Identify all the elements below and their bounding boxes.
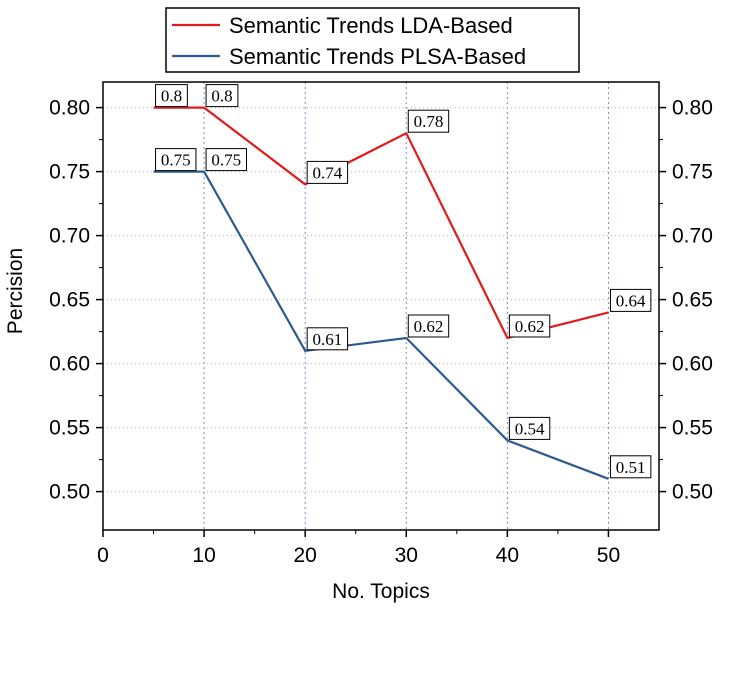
x-tick-label: 30: [395, 544, 418, 567]
data-label: 0.62: [407, 314, 450, 338]
data-label: 0.61: [306, 327, 349, 351]
legend-label-0: Semantic Trends LDA-Based: [229, 13, 513, 38]
legend: Semantic Trends LDA-Based Semantic Trends…: [165, 7, 580, 73]
data-label-text: 0.61: [313, 330, 343, 349]
data-label-text: 0.75: [161, 151, 191, 170]
data-label: 0.8: [155, 84, 188, 108]
data-label-box: [155, 148, 197, 172]
series-line-0: [153, 106, 609, 340]
x-tick-label: 20: [294, 544, 317, 567]
plot-frame: [102, 81, 660, 531]
y-tick-label-left: 0.75: [49, 161, 90, 184]
y-tick-label-left: 0.60: [49, 353, 90, 376]
data-label: 0.75: [155, 148, 197, 172]
data-label: 0.64: [609, 288, 652, 312]
y-tick-label-left: 0.70: [49, 225, 90, 248]
data-label-text: 0.51: [616, 458, 646, 477]
data-label-box: [508, 314, 551, 338]
data-label: 0.75: [205, 148, 247, 172]
x-axis-title: No. Topics: [332, 580, 430, 603]
y-tick-label-right: 0.70: [672, 225, 713, 248]
x-tick-label: 50: [597, 544, 620, 567]
y-tick-label-left: 0.80: [49, 97, 90, 120]
y-tick-label-right: 0.55: [672, 417, 713, 440]
data-label-box: [306, 327, 349, 351]
y-tick-label-left: 0.65: [49, 289, 90, 312]
data-label: 0.51: [609, 455, 652, 479]
legend-label-1: Semantic Trends PLSA-Based: [229, 44, 526, 69]
legend-box: [165, 7, 580, 73]
y-tick-label-right: 0.75: [672, 161, 713, 184]
x-tick-label: 10: [192, 544, 215, 567]
y-tick-label-right: 0.80: [672, 97, 713, 120]
y-tick-label-right: 0.50: [672, 481, 713, 504]
data-label-box: [205, 148, 247, 172]
data-label-text: 0.74: [313, 163, 343, 182]
data-label: 0.62: [508, 314, 551, 338]
data-label-text: 0.62: [414, 317, 444, 336]
data-label-box: [508, 416, 551, 440]
axes: 0 10 20 30 40 50 0.50 0.50 0.55 0.55 0.60 0.60 0.65 0…: [49, 81, 713, 567]
data-label-text: 0.75: [211, 151, 241, 170]
data-label: 0.74: [306, 160, 349, 184]
series-line-1: [153, 170, 609, 480]
data-label-text: 0.62: [515, 317, 545, 336]
data-label: 0.78: [407, 109, 450, 133]
data-label-box: [407, 109, 450, 133]
y-axis-title: Percision: [4, 248, 27, 334]
y-tick-label-right: 0.65: [672, 289, 713, 312]
data-label-box: [609, 455, 652, 479]
data-labels: 0.8 0.8 0.74 0.78 0.62 0.64 0.75 0.75 0.61 0.62 0.…: [155, 84, 652, 479]
data-label: 0.54: [508, 416, 551, 440]
y-tick-label-right: 0.60: [672, 353, 713, 376]
data-label-box: [306, 160, 349, 184]
data-label-text: 0.8: [161, 87, 182, 106]
y-tick-label-left: 0.50: [49, 481, 90, 504]
x-tick-label: 40: [496, 544, 519, 567]
data-label-text: 0.78: [414, 112, 444, 131]
x-tick-label: 0: [97, 544, 109, 567]
data-label-text: 0.54: [515, 419, 545, 438]
data-label-box: [155, 84, 188, 108]
data-label-box: [205, 84, 239, 108]
data-label-text: 0.64: [616, 291, 646, 310]
y-tick-label-left: 0.55: [49, 417, 90, 440]
data-label-box: [609, 288, 652, 312]
data-label-text: 0.8: [211, 87, 232, 106]
data-label-box: [407, 314, 450, 338]
data-label: 0.8: [205, 84, 239, 108]
